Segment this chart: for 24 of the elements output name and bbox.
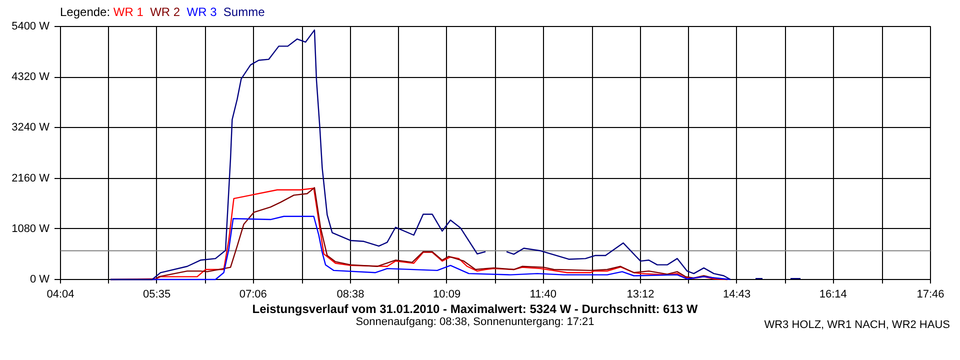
x-tick-label: 14:43 xyxy=(723,288,751,300)
x-tick-label: 04:04 xyxy=(46,288,74,300)
legend-title: Legende: xyxy=(60,5,110,19)
text: Sonnenaufgang: 08:38, Sonnenuntergang: 17:21 xyxy=(356,316,594,328)
y-tick-label: 2160 W xyxy=(12,172,50,184)
text: WR3 HOLZ, WR1 NACH, WR2 HAUS xyxy=(764,319,950,332)
text: Leistungsverlauf vom 31.01.2010 - Maximalwert: 5324 W - Durchschnitt: 613 W xyxy=(251,302,699,316)
x-tick-label: 13:12 xyxy=(626,288,654,300)
y-tick-label: 4320 W xyxy=(12,71,50,84)
text: WR 2 xyxy=(150,5,180,19)
y-tick-label: 5400 W xyxy=(12,20,50,32)
y-tick-label: 3240 W xyxy=(12,122,50,134)
x-tick-label: 05:35 xyxy=(143,288,171,300)
x-tick-label: 11:40 xyxy=(530,288,556,300)
y-tick-label: 1080 W xyxy=(12,222,50,235)
x-tick-label: 08:38 xyxy=(336,288,364,300)
text: WR 1 xyxy=(113,5,144,19)
x-tick-label: 16:14 xyxy=(819,288,847,300)
text: WR 3 xyxy=(186,5,217,19)
x-tick-label: 10:09 xyxy=(433,288,461,300)
text: Summe xyxy=(223,5,265,19)
x-tick-label: 17:46 xyxy=(916,288,944,300)
x-tick-label: 07:06 xyxy=(239,288,267,300)
y-tick-label: 0 W xyxy=(30,274,50,286)
